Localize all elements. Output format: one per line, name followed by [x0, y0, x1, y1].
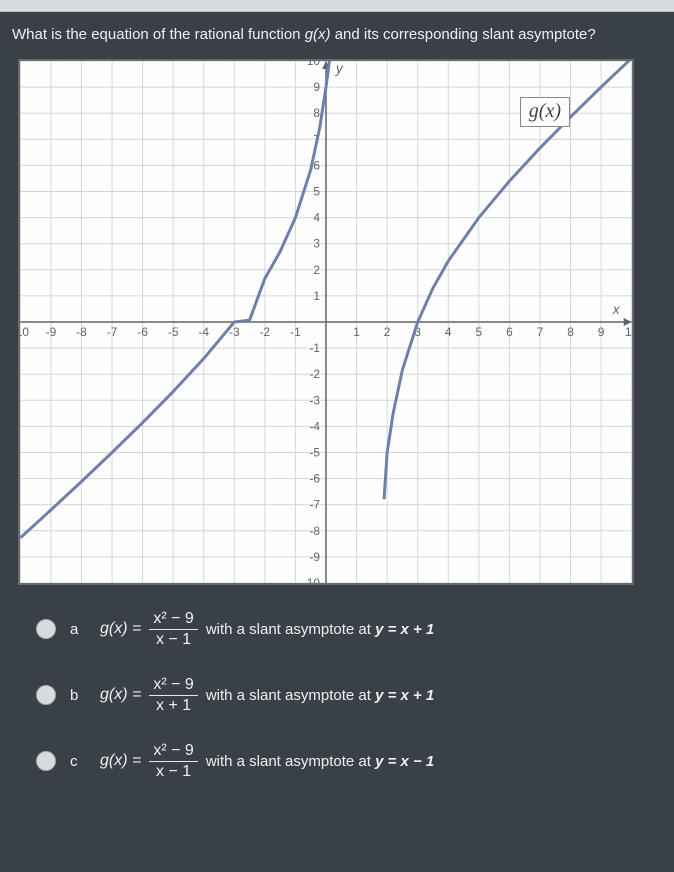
svg-text:8: 8 [567, 325, 574, 339]
fraction: x² − 9 x − 1 [149, 610, 197, 648]
radio-icon[interactable] [36, 751, 56, 771]
option-equation: g(x) = x² − 9 x + 1 with a slant asympto… [100, 676, 434, 714]
graph-panel: -10 -9 -8 -7 -6 -5 -4 -3 -2 -1 1 2 3 4 5 6 7 8 9 10 -10 -9 -8 -… [18, 59, 634, 585]
option-letter: a [70, 621, 86, 638]
svg-text:6: 6 [506, 325, 513, 339]
question-prefix: What is the equation of the rational fun… [12, 26, 305, 43]
svg-text:x: x [612, 301, 621, 317]
svg-text:8: 8 [313, 106, 320, 120]
denominator: x − 1 [152, 762, 195, 781]
svg-text:-9: -9 [46, 325, 57, 339]
svg-text:2: 2 [384, 325, 391, 339]
fraction: x² − 9 x − 1 [149, 742, 197, 780]
question-text: What is the equation of the rational fun… [0, 12, 674, 53]
denominator: x − 1 [152, 630, 195, 649]
svg-text:-2: -2 [260, 325, 271, 339]
svg-text:-8: -8 [76, 325, 87, 339]
svg-text:-4: -4 [198, 325, 209, 339]
svg-text:-7: -7 [309, 498, 320, 512]
numerator: x² − 9 [149, 676, 197, 696]
svg-text:10: 10 [307, 61, 321, 68]
svg-text:6: 6 [313, 158, 320, 172]
option-desc: with a slant asymptote at y = x + 1 [206, 687, 434, 704]
svg-text:-6: -6 [309, 472, 320, 486]
svg-text:4: 4 [445, 325, 452, 339]
gx-label: g(x) = [100, 620, 141, 638]
svg-text:y: y [335, 61, 344, 76]
radio-icon[interactable] [36, 685, 56, 705]
window-top-bar [0, 0, 674, 12]
numerator: x² − 9 [149, 610, 197, 630]
answer-options: a g(x) = x² − 9 x − 1 with a slant asymp… [36, 603, 674, 787]
svg-text:-3: -3 [309, 393, 320, 407]
svg-text:-6: -6 [137, 325, 148, 339]
gx-label: g(x) = [100, 686, 141, 704]
svg-text:-5: -5 [309, 445, 320, 459]
svg-text:-10: -10 [20, 325, 29, 339]
svg-text:10: 10 [625, 325, 632, 339]
svg-text:9: 9 [313, 80, 320, 94]
option-desc: with a slant asymptote at y = x + 1 [206, 621, 434, 638]
svg-text:3: 3 [313, 237, 320, 251]
numerator: x² − 9 [149, 742, 197, 762]
option-b[interactable]: b g(x) = x² − 9 x + 1 with a slant asymp… [36, 669, 674, 721]
svg-text:5: 5 [313, 184, 320, 198]
fraction: x² − 9 x + 1 [149, 676, 197, 714]
option-desc: with a slant asymptote at y = x − 1 [206, 753, 434, 770]
svg-text:-9: -9 [309, 550, 320, 564]
svg-text:-7: -7 [107, 325, 118, 339]
question-suffix: and its corresponding slant asymptote? [331, 26, 596, 43]
option-letter: b [70, 687, 86, 704]
svg-text:1: 1 [353, 325, 360, 339]
option-equation: g(x) = x² − 9 x − 1 with a slant asympto… [100, 742, 434, 780]
radio-icon[interactable] [36, 619, 56, 639]
svg-text:4: 4 [313, 211, 320, 225]
gx-label: g(x) = [100, 752, 141, 770]
function-label: g(x) [520, 97, 570, 127]
question-fn: g(x) [305, 26, 331, 43]
option-c[interactable]: c g(x) = x² − 9 x − 1 with a slant asymp… [36, 735, 674, 787]
option-a[interactable]: a g(x) = x² − 9 x − 1 with a slant asymp… [36, 603, 674, 655]
option-letter: c [70, 753, 86, 770]
svg-text:-1: -1 [309, 341, 320, 355]
svg-text:5: 5 [476, 325, 483, 339]
option-equation: g(x) = x² − 9 x − 1 with a slant asympto… [100, 610, 434, 648]
svg-text:1: 1 [313, 289, 320, 303]
svg-text:-10: -10 [303, 576, 321, 583]
svg-text:7: 7 [537, 325, 544, 339]
svg-text:-8: -8 [309, 524, 320, 538]
svg-text:-2: -2 [309, 367, 320, 381]
svg-text:-5: -5 [168, 325, 179, 339]
svg-text:-1: -1 [290, 325, 301, 339]
svg-text:9: 9 [598, 325, 605, 339]
denominator: x + 1 [152, 696, 195, 715]
graph-svg: -10 -9 -8 -7 -6 -5 -4 -3 -2 -1 1 2 3 4 5 6 7 8 9 10 -10 -9 -8 -… [20, 61, 632, 583]
svg-text:2: 2 [313, 263, 320, 277]
svg-text:-4: -4 [309, 419, 320, 433]
